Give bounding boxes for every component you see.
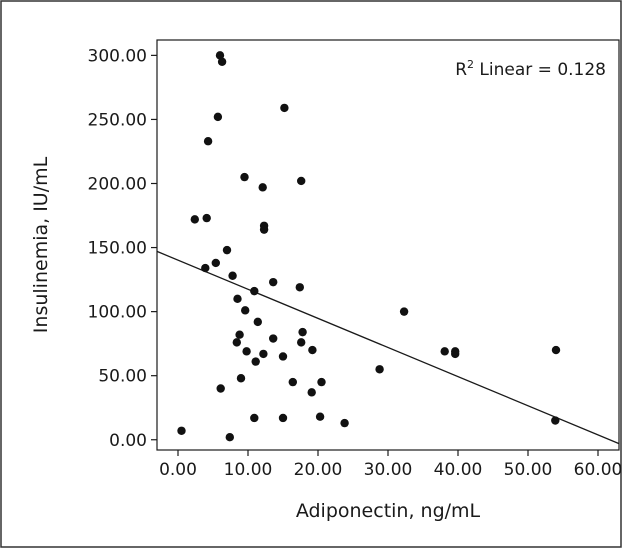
data-point: [288, 377, 297, 387]
x-tick-label: 30.00: [364, 460, 413, 480]
data-point: [295, 283, 304, 292]
data-point: [250, 286, 259, 296]
data-point: [307, 388, 316, 397]
data-point: [308, 345, 317, 355]
data-point: [236, 374, 246, 383]
data-point: [451, 347, 460, 356]
data-point: [269, 334, 278, 343]
x-tick-label: 20.00: [294, 460, 343, 480]
data-point: [250, 413, 259, 423]
x-axis-ticks: 0.00 10.00 20.00 30.00 40.00 50.00 60.00: [159, 450, 622, 480]
data-point: [278, 352, 288, 361]
y-tick-label: 0.00: [109, 431, 147, 451]
data-point: [225, 432, 234, 442]
data-point: [213, 112, 223, 122]
data-point: [551, 345, 561, 355]
data-point: [551, 416, 560, 425]
x-tick-label: 40.00: [434, 460, 483, 480]
data-point: [211, 258, 220, 268]
plot-area: [156, 39, 620, 451]
data-point: [201, 263, 210, 273]
y-tick-label: 200.00: [88, 175, 147, 195]
data-point: [280, 103, 289, 113]
x-tick-label: 0.00: [159, 460, 197, 480]
data-point: [297, 176, 306, 186]
data-point: [222, 245, 232, 255]
y-tick-label: 300.00: [88, 46, 147, 66]
x-tick-label: 10.00: [224, 460, 273, 480]
data-point: [259, 225, 269, 234]
data-point: [232, 338, 241, 347]
x-tick-label: 50.00: [504, 460, 553, 480]
y-axis-label: Insulinemia, IU/mL: [30, 156, 52, 333]
r-squared-annotation: R2 Linear = 0.128: [455, 58, 606, 80]
data-point: [203, 137, 213, 146]
data-point: [217, 57, 227, 66]
data-point: [317, 377, 326, 387]
data-points: [177, 51, 561, 442]
data-point: [216, 384, 225, 393]
data-point: [375, 365, 384, 374]
x-axis-label: Adiponectin, ng/mL: [296, 500, 481, 522]
data-point: [298, 327, 307, 337]
data-point: [202, 213, 211, 223]
r-squared-prefix: R: [455, 60, 467, 80]
y-tick-label: 50.00: [98, 367, 147, 387]
data-point: [253, 317, 262, 327]
y-axis-ticks: 0.00 50.00 100.00 150.00 200.00 250.00 300.00: [88, 46, 157, 451]
data-point: [440, 347, 449, 356]
data-point: [233, 294, 242, 304]
linear-fit-line: [156, 250, 620, 445]
y-tick-label: 100.00: [88, 303, 147, 323]
x-tick-label: 60.00: [574, 460, 622, 480]
data-point: [190, 215, 199, 224]
r-squared-superscript: 2: [467, 58, 474, 71]
data-point: [242, 347, 251, 356]
data-point: [177, 426, 186, 435]
data-point: [258, 183, 267, 192]
data-point: [340, 418, 349, 428]
data-point: [240, 172, 249, 182]
data-point: [228, 271, 237, 280]
data-point: [215, 51, 225, 60]
r-squared-value: Linear = 0.128: [474, 60, 606, 80]
data-point: [278, 413, 288, 423]
y-tick-label: 150.00: [88, 239, 147, 259]
y-tick-label: 250.00: [88, 110, 147, 130]
data-point: [297, 338, 306, 347]
data-point: [235, 330, 244, 339]
data-point: [399, 307, 409, 316]
data-point: [241, 306, 250, 315]
data-point: [251, 357, 260, 366]
data-point: [315, 412, 325, 421]
data-point: [269, 277, 278, 287]
data-point: [259, 349, 268, 359]
